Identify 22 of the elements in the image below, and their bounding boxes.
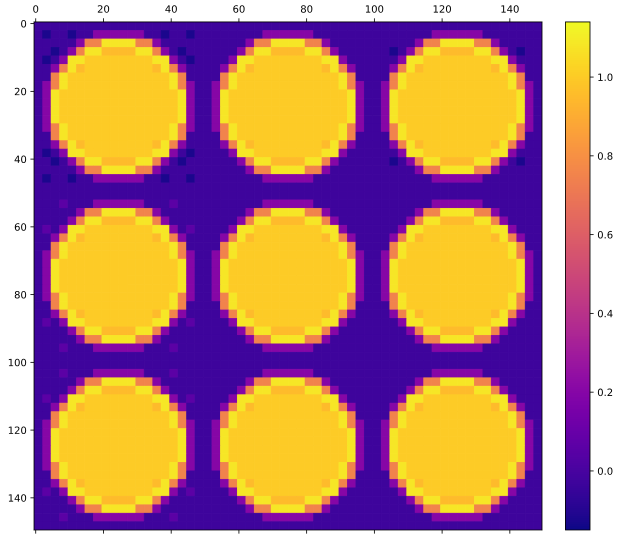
- x-tick-label: 0: [33, 5, 38, 13]
- color-bar-label: 0.2: [598, 388, 612, 396]
- color-bar-label: 0.8: [598, 152, 612, 160]
- y-tick-label: 20: [14, 88, 26, 96]
- color-bar-label: 0.0: [598, 467, 612, 475]
- y-tick-label: 100: [8, 358, 26, 366]
- y-tick-label: 0: [21, 20, 26, 28]
- x-tick-label: 140: [501, 5, 519, 13]
- y-tick-label: 140: [8, 494, 26, 502]
- x-tick-label: 80: [300, 5, 312, 13]
- color-bar-label: 1.0: [598, 73, 612, 82]
- x-tick-label: 60: [233, 5, 245, 13]
- x-tick-label: 120: [434, 5, 451, 13]
- color-bar-label: 0.6: [598, 230, 613, 239]
- x-tick-label: 40: [165, 5, 177, 13]
- y-tick-label: 80: [14, 290, 26, 299]
- y-tick-label: 60: [14, 223, 26, 231]
- x-tick-label: 100: [366, 5, 384, 13]
- y-tick-label: 120: [8, 426, 26, 434]
- x-tick-label: 20: [98, 5, 110, 13]
- y-tick-label: 40: [14, 155, 26, 164]
- color-bar-label: 0.4: [598, 310, 613, 318]
